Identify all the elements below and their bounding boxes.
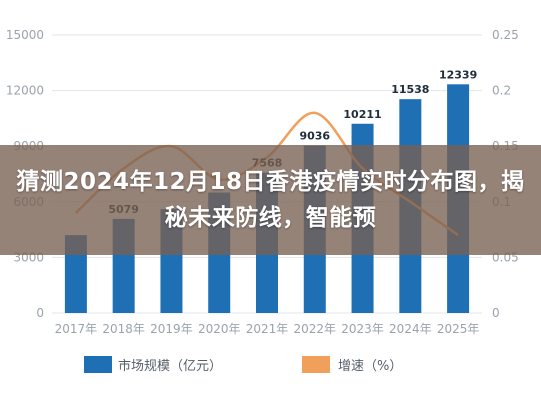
bar-value-label: 12339	[439, 68, 477, 81]
x-tick-label: 2020年	[198, 322, 241, 336]
x-tick-label: 2023年	[341, 322, 384, 336]
legend-swatch-bar	[84, 356, 112, 373]
title-overlay: 猜测2024年12月18日香港疫情实时分布图，揭秘未来防线，智能预	[0, 145, 541, 255]
legend: 市场规模（亿元） 增速（%）	[84, 356, 402, 374]
y-left-tick-label: 12000	[6, 84, 44, 98]
y-right-tick-label: 0.25	[492, 28, 519, 42]
bar-value-label: 11538	[391, 83, 429, 96]
x-tick-label: 2025年	[437, 322, 480, 336]
legend-label-bar: 市场规模（亿元）	[118, 358, 222, 374]
x-tick-label: 2021年	[246, 322, 289, 336]
y-right-tick-label: 0	[492, 306, 500, 320]
x-tick-label: 2017年	[55, 322, 98, 336]
x-tick-label: 2018年	[102, 322, 145, 336]
x-tick-label: 2024年	[389, 322, 432, 336]
y-right-tick-label: 0.2	[492, 84, 511, 98]
x-tick-label: 2019年	[150, 322, 193, 336]
x-axis-ticks: 2017年 2018年 2019年 2020年 2021年 2022年 2023年 2024年…	[55, 322, 480, 336]
bar-value-label: 10211	[343, 108, 381, 121]
y-left-tick-label: 15000	[6, 28, 44, 42]
y-left-tick-label: 0	[36, 306, 44, 320]
legend-swatch-line	[302, 356, 330, 373]
legend-label-line: 增速（%）	[338, 359, 402, 374]
bar-value-label: 9036	[299, 130, 330, 143]
page-title: 猜测2024年12月18日香港疫情实时分布图，揭秘未来防线，智能预	[16, 169, 525, 231]
x-tick-label: 2022年	[294, 322, 337, 336]
